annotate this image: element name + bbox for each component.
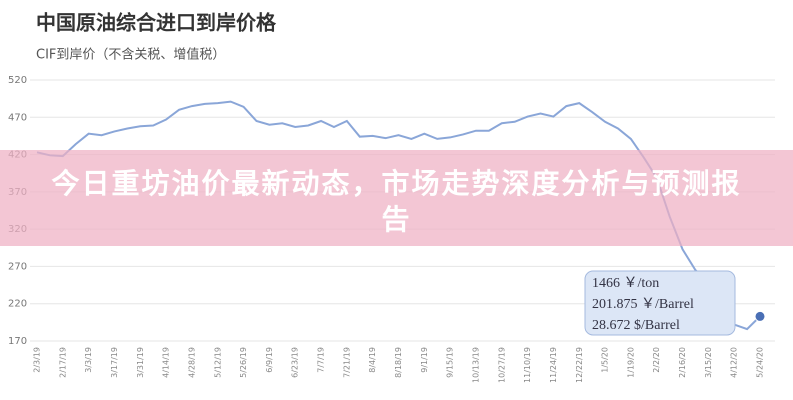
annotation-line: 201.875 ￥/Barrel — [592, 297, 694, 312]
x-tick-label: 2/16/20 — [678, 347, 687, 378]
x-tick-label: 2/3/19 — [33, 347, 42, 373]
y-tick-label: 170 — [8, 336, 27, 347]
x-tick-label: 4/12/20 — [730, 347, 739, 378]
x-tick-label: 9/15/19 — [446, 347, 455, 378]
x-tick-label: 5/24/20 — [756, 347, 765, 378]
x-tick-label: 3/31/19 — [136, 347, 145, 378]
end-point — [754, 310, 766, 322]
x-tick-label: 4/28/19 — [187, 347, 196, 378]
banner-band — [0, 150, 793, 246]
x-tick-label: 6/9/19 — [265, 347, 274, 373]
x-tick-label: 10/13/19 — [471, 347, 480, 383]
x-tick-label: 8/4/19 — [368, 347, 377, 373]
x-tick-label: 3/15/20 — [704, 347, 713, 378]
x-tick-label: 2/17/19 — [58, 347, 67, 378]
x-tick-label: 1/5/20 — [601, 347, 610, 373]
x-tick-label: 11/10/19 — [523, 347, 532, 383]
x-tick-label: 1/19/20 — [626, 347, 635, 378]
annotation-line: 1466 ￥/ton — [592, 276, 659, 291]
y-tick-label: 520 — [8, 75, 27, 86]
chart-subtitle: CIF到岸价（不含关税、增值税） — [36, 47, 225, 63]
y-tick-label: 220 — [8, 299, 27, 310]
annotation-box — [584, 270, 736, 336]
x-tick-label: 6/23/19 — [291, 347, 300, 378]
x-tick-label: 4/14/19 — [162, 347, 171, 378]
x-tick-label: 3/3/19 — [84, 347, 93, 373]
x-tick-label: 5/12/19 — [213, 347, 222, 378]
x-tick-label: 11/24/19 — [549, 347, 558, 383]
x-tick-label: 3/17/19 — [110, 347, 119, 378]
x-tick-label: 7/7/19 — [317, 347, 326, 373]
x-tick-label: 2/2/20 — [652, 347, 661, 373]
y-tick-label: 270 — [8, 261, 27, 272]
banner-text: 今日重坊油价最新动态，市场走势深度分析与预测报告 — [51, 167, 742, 236]
x-tick-label: 8/18/19 — [394, 347, 403, 378]
x-tick-label: 5/26/19 — [239, 347, 248, 378]
x-tick-label: 7/21/19 — [342, 347, 351, 378]
x-tick-label: 9/1/19 — [420, 347, 429, 373]
x-tick-label: 12/22/19 — [575, 347, 584, 383]
chart-title: 中国原油综合进口到岸价格 — [36, 11, 277, 35]
y-tick-label: 470 — [8, 112, 27, 123]
annotation-line: 28.672 $/Barrel — [592, 318, 680, 333]
x-tick-label: 10/27/19 — [497, 347, 506, 383]
